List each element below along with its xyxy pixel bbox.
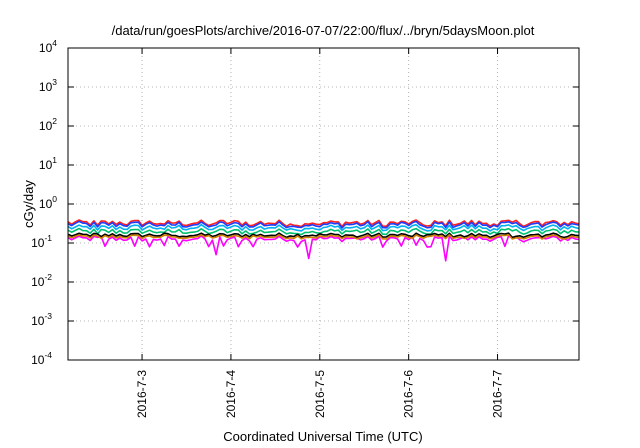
axis-ticks: 10-4 10-3 10-2 10-1 100 101 102 103 104 2016-7-3 2… xyxy=(31,38,579,418)
y-tick-label: 104 xyxy=(39,38,57,55)
y-tick-label: 10-4 xyxy=(31,350,52,367)
y-tick-label: 10-1 xyxy=(31,233,52,250)
chart-title: /data/run/goesPlots/archive/2016-07-07/2… xyxy=(112,23,535,38)
x-axis-label: Coordinated Universal Time (UTC) xyxy=(223,429,422,444)
grid-lines xyxy=(68,48,579,360)
y-tick-label: 103 xyxy=(39,77,57,94)
series-group xyxy=(67,219,580,262)
y-tick-label: 100 xyxy=(39,194,57,211)
y-axis-label: cGy/day xyxy=(21,180,36,228)
y-tick-label: 10-2 xyxy=(31,272,52,289)
series-line xyxy=(67,223,580,232)
y-tick-label: 102 xyxy=(39,116,57,133)
x-tick-label: 2016-7-5 xyxy=(313,370,327,418)
x-tick-label: 2016-7-4 xyxy=(224,370,238,418)
x-tick-label: 2016-7-3 xyxy=(135,370,149,418)
series-line xyxy=(67,232,580,239)
series-line xyxy=(67,234,580,240)
x-tick-label: 2016-7-6 xyxy=(402,370,416,418)
x-tick-label: 2016-7-7 xyxy=(491,370,505,418)
y-tick-label: 101 xyxy=(39,155,57,172)
series-line xyxy=(67,220,580,229)
y-tick-label: 10-3 xyxy=(31,311,52,328)
series-line xyxy=(67,219,580,228)
series-line xyxy=(67,235,580,262)
series-line xyxy=(67,227,580,236)
